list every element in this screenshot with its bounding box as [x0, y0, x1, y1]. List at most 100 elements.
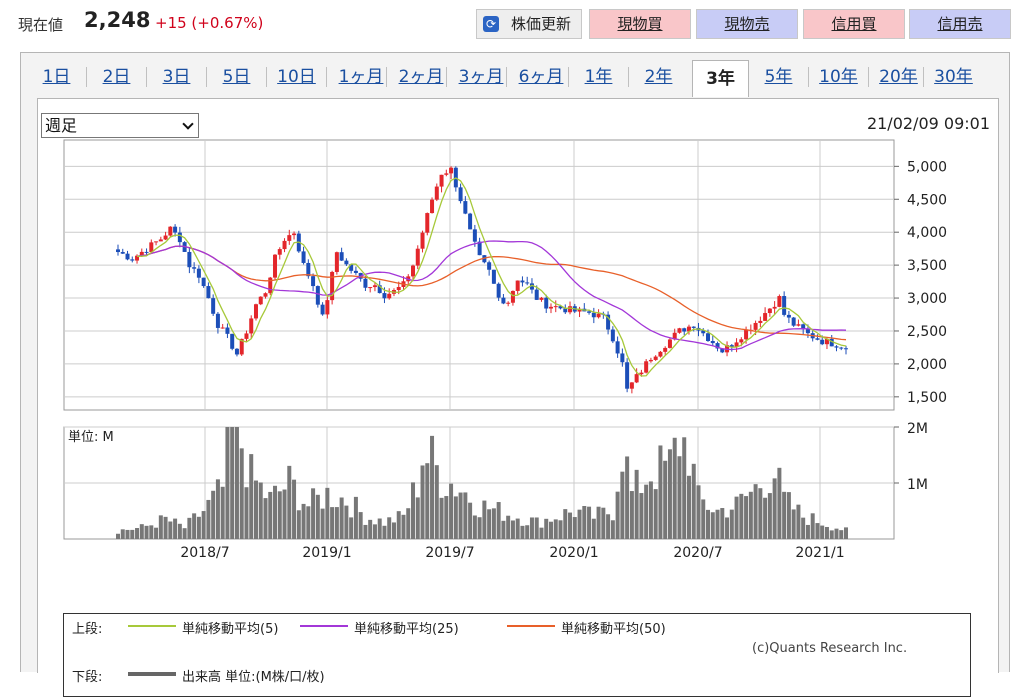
- tab-separator: [868, 67, 869, 87]
- volume-bar: [572, 517, 577, 539]
- volume-bar: [677, 456, 682, 539]
- tab-9[interactable]: 6ヶ月: [518, 67, 564, 87]
- candle-body: [434, 186, 439, 200]
- margin-sell-button[interactable]: 信用売: [909, 9, 1011, 39]
- price-tick-label: 2,000: [907, 357, 947, 373]
- candle-body: [125, 253, 130, 260]
- volume-bar: [363, 524, 368, 539]
- volume-bar: [330, 507, 335, 539]
- volume-bar: [620, 471, 625, 539]
- candle-body: [449, 167, 454, 174]
- candle-body: [339, 252, 344, 261]
- volume-bar: [529, 517, 534, 539]
- volume-bar: [729, 509, 734, 539]
- volume-bar: [639, 493, 644, 539]
- candle-body: [763, 313, 768, 321]
- volume-bar: [449, 483, 454, 539]
- price-volume-chart: 1,500 2,000 2,500 3,000 3,500 4,000 4,500 5,000…: [63, 139, 947, 561]
- volume-bar: [767, 493, 772, 539]
- candle-body: [215, 313, 220, 328]
- chart-panel: 1日 2日 3日 5日 10日 1ヶ月 2ヶ月 3ヶ月 6ヶ月 1年 2年 3年 5年 10年 20年 30年…: [20, 52, 1010, 697]
- candle-body: [372, 285, 377, 288]
- candle-body: [315, 286, 320, 305]
- tab-10[interactable]: 1年: [584, 67, 613, 87]
- volume-bar: [149, 525, 154, 539]
- tab-12[interactable]: 3年: [692, 60, 749, 97]
- volume-bar: [644, 484, 649, 539]
- legend-upper-label: 上段:: [72, 622, 103, 637]
- candle-body: [715, 343, 720, 349]
- candle-body: [363, 278, 368, 288]
- candle-body: [786, 314, 791, 318]
- tab-3[interactable]: 3日: [162, 67, 191, 87]
- candle-body: [196, 268, 201, 278]
- refresh-icon: ⟳: [483, 16, 499, 32]
- candle-body: [824, 338, 829, 345]
- candle-body: [834, 346, 839, 348]
- legend-ma50: 単純移動平均(50): [561, 622, 666, 637]
- volume-bar: [258, 482, 263, 539]
- candle-body: [510, 290, 515, 303]
- tab-14[interactable]: 10年: [819, 67, 858, 87]
- candle-body: [672, 332, 677, 340]
- volume-bar: [491, 508, 496, 539]
- tab-7[interactable]: 2ヶ月: [398, 67, 444, 87]
- tab-separator: [446, 67, 447, 87]
- tab-15[interactable]: 20年: [879, 67, 918, 87]
- tab-11[interactable]: 2年: [644, 67, 673, 87]
- volume-bar: [553, 519, 558, 539]
- volume-bar: [292, 479, 297, 539]
- volume-bar: [682, 437, 687, 539]
- interval-select[interactable]: 週足: [41, 113, 199, 138]
- volume-bar: [315, 494, 320, 539]
- candle-body: [686, 326, 691, 332]
- volume-bar: [396, 511, 401, 539]
- cash-buy-button[interactable]: 現物買: [589, 9, 691, 39]
- volume-bar: [596, 506, 601, 539]
- tab-4[interactable]: 5日: [222, 67, 251, 87]
- volume-bar: [353, 496, 358, 539]
- legend-ma5: 単純移動平均(5): [182, 622, 279, 637]
- volume-bar: [501, 520, 506, 539]
- candle-body: [529, 283, 534, 290]
- volume-bar: [296, 510, 301, 539]
- volume-bar: [672, 437, 677, 539]
- volume-bar: [215, 479, 220, 539]
- volume-bar: [301, 503, 306, 539]
- tab-5[interactable]: 10日: [277, 67, 316, 87]
- tab-separator: [206, 67, 207, 87]
- tab-6[interactable]: 1ヶ月: [338, 67, 384, 87]
- volume-bar: [344, 505, 349, 539]
- tab-8[interactable]: 3ヶ月: [458, 67, 504, 87]
- candle-body: [168, 226, 173, 236]
- volume-bar: [377, 518, 382, 539]
- volume-bar: [253, 480, 258, 539]
- volume-bar: [230, 427, 235, 539]
- candle-body: [796, 324, 801, 326]
- volume-bar: [615, 491, 620, 539]
- volume-bar: [815, 523, 820, 539]
- candle-body: [739, 339, 744, 343]
- candle-body: [544, 297, 549, 309]
- candle-body: [192, 267, 197, 269]
- tab-separator: [506, 67, 507, 87]
- refresh-price-button[interactable]: ⟳ 株価更新: [476, 9, 582, 39]
- volume-bar: [510, 520, 515, 539]
- cash-sell-button[interactable]: 現物売: [696, 9, 798, 39]
- volume-bar: [563, 509, 568, 539]
- volume-bar: [748, 491, 753, 539]
- candle-body: [277, 249, 282, 255]
- volume-bar: [320, 508, 325, 539]
- tab-1[interactable]: 1日: [42, 67, 71, 87]
- volume-bar: [696, 485, 701, 539]
- tab-2[interactable]: 2日: [102, 67, 131, 87]
- candle-body: [287, 235, 292, 241]
- candle-body: [844, 348, 848, 350]
- candle-body: [663, 347, 668, 352]
- tab-13[interactable]: 5年: [764, 67, 793, 87]
- legend-ma25-line: [300, 625, 348, 627]
- margin-buy-button[interactable]: 信用買: [803, 9, 905, 39]
- tab-16[interactable]: 30年: [934, 67, 973, 87]
- candle-body: [173, 226, 178, 233]
- candle-body: [263, 293, 268, 297]
